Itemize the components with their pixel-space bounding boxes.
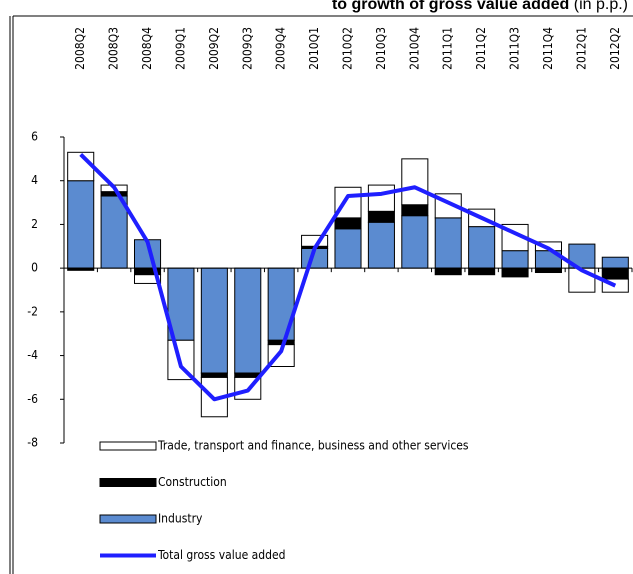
legend-label: Industry <box>158 512 203 526</box>
legend-label: Total gross value added <box>157 548 285 562</box>
x-tick-label: 2010Q1 <box>307 27 321 70</box>
line <box>79 153 617 402</box>
bar <box>367 221 395 269</box>
x-tick-label: 2010Q2 <box>341 27 355 70</box>
bar <box>334 228 362 269</box>
x-tick-label: 2012Q2 <box>608 27 622 70</box>
x-tick-label: 2008Q4 <box>140 27 154 70</box>
x-tick-label: 2011Q3 <box>508 27 522 70</box>
bar <box>534 267 563 274</box>
x-tick-label: 2008Q2 <box>73 27 87 70</box>
y-tick-label: 2 <box>31 217 38 231</box>
x-tick-label: 2009Q1 <box>173 27 187 70</box>
bar <box>468 226 496 269</box>
bar <box>133 274 162 284</box>
bar <box>200 267 228 374</box>
x-tick-label: 2010Q3 <box>374 27 388 70</box>
bar <box>100 191 128 197</box>
bar <box>367 210 395 223</box>
x-tick-label: 2009Q3 <box>240 27 254 70</box>
x-tick-label: 2010Q4 <box>407 27 421 70</box>
x-tick-label: 2008Q3 <box>107 27 121 70</box>
y-tick-label: -4 <box>27 348 38 362</box>
bar <box>401 204 429 217</box>
x-tick-label: 2009Q2 <box>207 27 221 70</box>
legend-swatch <box>99 441 157 451</box>
bar <box>100 195 128 269</box>
bar <box>434 217 462 269</box>
x-tick-label: 2012Q1 <box>574 27 588 70</box>
x-tick-label: 2011Q1 <box>441 27 455 70</box>
legend-label: Construction <box>158 475 227 489</box>
y-tick-label: -2 <box>27 304 38 318</box>
bar <box>468 267 496 276</box>
bar <box>401 158 429 206</box>
legend-swatch <box>99 478 157 487</box>
bar <box>601 256 629 269</box>
bar <box>601 267 629 280</box>
y-tick-label: 6 <box>31 130 38 144</box>
title-main: to growth of gross value added <box>332 0 569 13</box>
x-tick-label: 2011Q4 <box>541 27 555 70</box>
y-tick-label: -6 <box>27 392 38 406</box>
bar <box>67 180 95 269</box>
bar <box>200 372 228 378</box>
legend-label: Trade, transport and finance, business a… <box>157 439 469 453</box>
y-tick-label: 0 <box>31 261 38 275</box>
bar <box>234 267 262 374</box>
bar <box>501 250 529 269</box>
bar <box>401 215 429 269</box>
bar <box>434 267 462 276</box>
bar <box>501 267 529 278</box>
title-unit: (in p.p.) <box>574 0 628 13</box>
chart-title: to growth of gross value added (in p.p.) <box>332 0 628 13</box>
bar <box>367 184 395 212</box>
bar <box>267 339 295 346</box>
legend-swatch <box>99 514 157 524</box>
bar <box>334 217 362 230</box>
x-tick-label: 2011Q2 <box>474 27 488 70</box>
y-tick-label: -8 <box>27 436 38 450</box>
y-tick-label: 4 <box>31 173 38 187</box>
x-tick-label: 2009Q4 <box>274 27 288 70</box>
